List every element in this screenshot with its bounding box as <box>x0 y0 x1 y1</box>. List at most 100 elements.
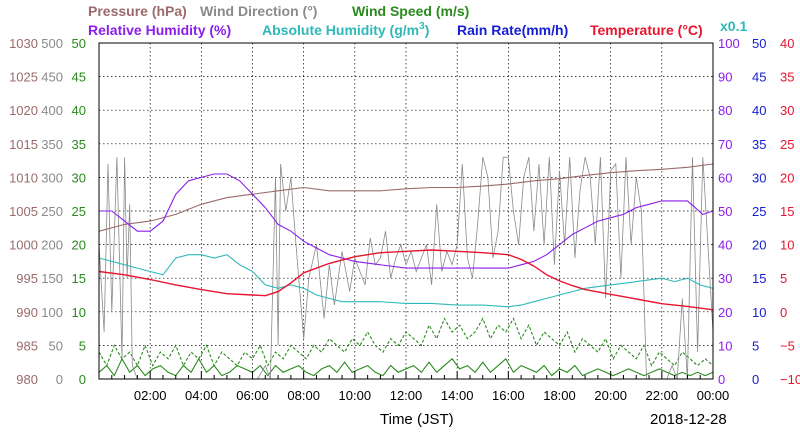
grid <box>99 43 713 379</box>
humidity-tick-label: 30 <box>718 271 732 286</box>
legend-wind-direction: Wind Direction (°) <box>200 3 317 19</box>
wind-direction-tick-label: 150 <box>41 271 63 286</box>
wind-direction-tick-label: 400 <box>41 103 63 118</box>
series-wind-speed-max-m-s <box>98 317 714 367</box>
legend-absolute-humidity-close: ) <box>425 22 430 38</box>
legend-relative-humidity: Relative Humidity (%) <box>88 22 231 38</box>
legend-rain-rate: Rain Rate(mm/h) <box>457 22 568 38</box>
pressure-tick-label: 980 <box>16 372 38 387</box>
legend-absolute-humidity-text: Absolute Humidity (g/m <box>262 22 419 38</box>
pressure-tick-label: 985 <box>16 338 38 353</box>
wind-direction-tick-label: 450 <box>41 70 63 85</box>
wind-speed-tick-label: 20 <box>72 238 86 253</box>
wind-speed-tick-label: 15 <box>72 271 86 286</box>
humidity-tick-label: 50 <box>718 204 732 219</box>
x-tick-label: 00:00 <box>697 388 730 403</box>
x-tick-label: 22:00 <box>646 388 679 403</box>
x-tick-label: 12:00 <box>390 388 423 403</box>
rain-rate-tick-label: 20 <box>752 238 766 253</box>
pressure-tick-label: 1020 <box>9 103 38 118</box>
wind-speed-tick-label: 5 <box>79 338 86 353</box>
temperature-tick-label: 40 <box>780 36 794 51</box>
wind-speed-tick-label: 40 <box>72 103 86 118</box>
rain-rate-tick-label: 15 <box>752 271 766 286</box>
temperature-tick-label: 25 <box>780 137 794 152</box>
temperature-tick-label: 10 <box>780 238 794 253</box>
rain-rate-tick-label: 25 <box>752 204 766 219</box>
x-tick-label: 16:00 <box>492 388 525 403</box>
humidity-tick-label: 40 <box>718 238 732 253</box>
rain-rate-tick-label: 40 <box>752 103 766 118</box>
x-tick-label: 18:00 <box>543 388 576 403</box>
temperature-tick-label: 35 <box>780 70 794 85</box>
temperature-tick-label: 0 <box>780 305 787 320</box>
humidity-tick-label: 60 <box>718 170 732 185</box>
pressure-tick-label: 1000 <box>9 238 38 253</box>
wind-direction-tick-label: 200 <box>41 238 63 253</box>
rain-rate-tick-label: 30 <box>752 170 766 185</box>
humidity-tick-label: 100 <box>718 36 740 51</box>
legend: Pressure (hPa) Wind Direction (°) Wind S… <box>88 3 747 38</box>
wind-direction-tick-label: 500 <box>41 36 63 51</box>
legend-pressure: Pressure (hPa) <box>88 3 187 19</box>
temperature-tick-label: 30 <box>780 103 794 118</box>
wind-speed-tick-label: 45 <box>72 70 86 85</box>
series-temperature-c <box>98 249 714 311</box>
rain-rate-tick-label: 10 <box>752 305 766 320</box>
wind-speed-tick-label: 30 <box>72 170 86 185</box>
x-tick-label: 04:00 <box>185 388 218 403</box>
temperature-tick-label: 20 <box>780 170 794 185</box>
x-axis: 02:00 04:00 06:00 08:00 10:00 12:00 14:00 16:00… <box>98 371 730 403</box>
y-axes: 9809859909951000100510101015102010251030… <box>9 36 800 387</box>
legend-wind-speed: Wind Speed (m/s) <box>352 3 469 19</box>
legend-temperature: Temperature (°C) <box>590 22 703 38</box>
temperature-tick-label: 5 <box>780 271 787 286</box>
temperature-tick-label: −5 <box>780 338 795 353</box>
series-relative-humidity <box>99 173 714 269</box>
humidity-tick-label: 70 <box>718 137 732 152</box>
wind-speed-tick-label: 10 <box>72 305 86 320</box>
legend-absolute-humidity-exp: 3 <box>419 21 425 32</box>
wind-speed-tick-label: 35 <box>72 137 86 152</box>
pressure-tick-label: 1015 <box>9 137 38 152</box>
wind-direction-tick-label: 350 <box>41 137 63 152</box>
temperature-tick-label: −10 <box>780 372 800 387</box>
legend-absolute-humidity: Absolute Humidity (g/m3) <box>262 21 429 38</box>
x-axis-date: 2018-12-28 <box>650 411 727 428</box>
wind-speed-tick-label: 25 <box>72 204 86 219</box>
wind-direction-tick-label: 100 <box>41 305 63 320</box>
x-tick-label: 08:00 <box>287 388 320 403</box>
legend-multiplier: x0.1 <box>720 18 747 34</box>
humidity-tick-label: 10 <box>718 338 732 353</box>
rain-rate-tick-label: 5 <box>752 338 759 353</box>
series-pressure-hpa <box>98 163 714 232</box>
pressure-tick-label: 990 <box>16 305 38 320</box>
wind-speed-tick-label: 0 <box>79 372 86 387</box>
x-axis-label: Time (JST) <box>380 411 454 428</box>
temperature-tick-label: 15 <box>780 204 794 219</box>
x-tick-label: 10:00 <box>339 388 372 403</box>
rain-rate-tick-label: 45 <box>752 70 766 85</box>
wind-direction-tick-label: 50 <box>49 338 63 353</box>
pressure-tick-label: 995 <box>16 271 38 286</box>
pressure-tick-label: 1030 <box>9 36 38 51</box>
pressure-tick-label: 1005 <box>9 204 38 219</box>
humidity-tick-label: 90 <box>718 70 732 85</box>
wind-direction-tick-label: 300 <box>41 170 63 185</box>
pressure-tick-label: 1010 <box>9 170 38 185</box>
x-tick-label: 14:00 <box>441 388 474 403</box>
humidity-tick-label: 80 <box>718 103 732 118</box>
rain-rate-tick-label: 50 <box>752 36 766 51</box>
wind-direction-tick-label: 0 <box>56 372 63 387</box>
rain-rate-tick-label: 0 <box>752 372 759 387</box>
wind-direction-tick-label: 250 <box>41 204 63 219</box>
wind-speed-tick-label: 50 <box>72 36 86 51</box>
x-tick-label: 06:00 <box>236 388 269 403</box>
pressure-tick-label: 1025 <box>9 70 38 85</box>
series-absolute-humidity-g-m-x0-1 <box>98 254 714 308</box>
rain-rate-tick-label: 35 <box>752 137 766 152</box>
humidity-tick-label: 20 <box>718 305 732 320</box>
x-tick-label: 20:00 <box>594 388 627 403</box>
x-tick-label: 02:00 <box>134 388 167 403</box>
